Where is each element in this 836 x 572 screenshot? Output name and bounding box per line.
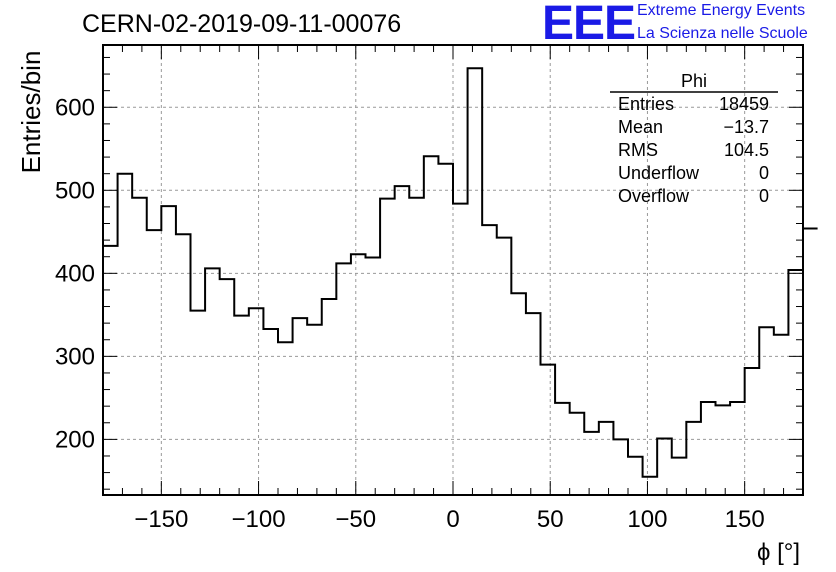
logo-tagline-2: La Scienza nelle Scuole (637, 25, 808, 42)
stats-value: 18459 (719, 94, 769, 114)
x-tick-label: 100 (627, 506, 667, 533)
x-axis-title: ϕ [°] (757, 539, 800, 566)
stats-value: 0 (759, 186, 769, 206)
y-tick-label: 500 (55, 177, 95, 204)
y-tick-label: 600 (55, 94, 95, 121)
y-tick-label: 200 (55, 426, 95, 453)
stats-value: 104.5 (724, 140, 769, 160)
histogram-line (102, 67, 818, 495)
x-tick-label: −150 (134, 506, 188, 533)
x-tick-label: 150 (725, 506, 765, 533)
y-axis-title: Entries/bin (16, 51, 46, 174)
stats-label: RMS (618, 140, 658, 160)
x-tick-label: 50 (537, 506, 564, 533)
stats-label: Mean (618, 117, 663, 137)
stats-value: −13.7 (723, 117, 769, 137)
stats-box: Phi Entries 18459 Mean −13.7 RMS 104.5 Underflo… (610, 71, 778, 206)
stats-value: 0 (759, 163, 769, 183)
run-title: CERN-02-2019-09-11-00076 (82, 10, 402, 38)
x-tick-label: 0 (446, 506, 459, 533)
stats-label: Overflow (618, 186, 690, 206)
y-tick-label: 400 (55, 260, 95, 287)
y-tick-label: 300 (55, 343, 95, 370)
x-tick-label: −100 (232, 506, 286, 533)
logo-tagline-1: Extreme Energy Events (637, 2, 806, 19)
stats-label: Underflow (618, 163, 700, 183)
stats-label: Entries (618, 94, 674, 114)
stats-title: Phi (681, 71, 707, 91)
x-tick-label: −50 (335, 506, 376, 533)
eee-logo: EEE (542, 0, 636, 50)
